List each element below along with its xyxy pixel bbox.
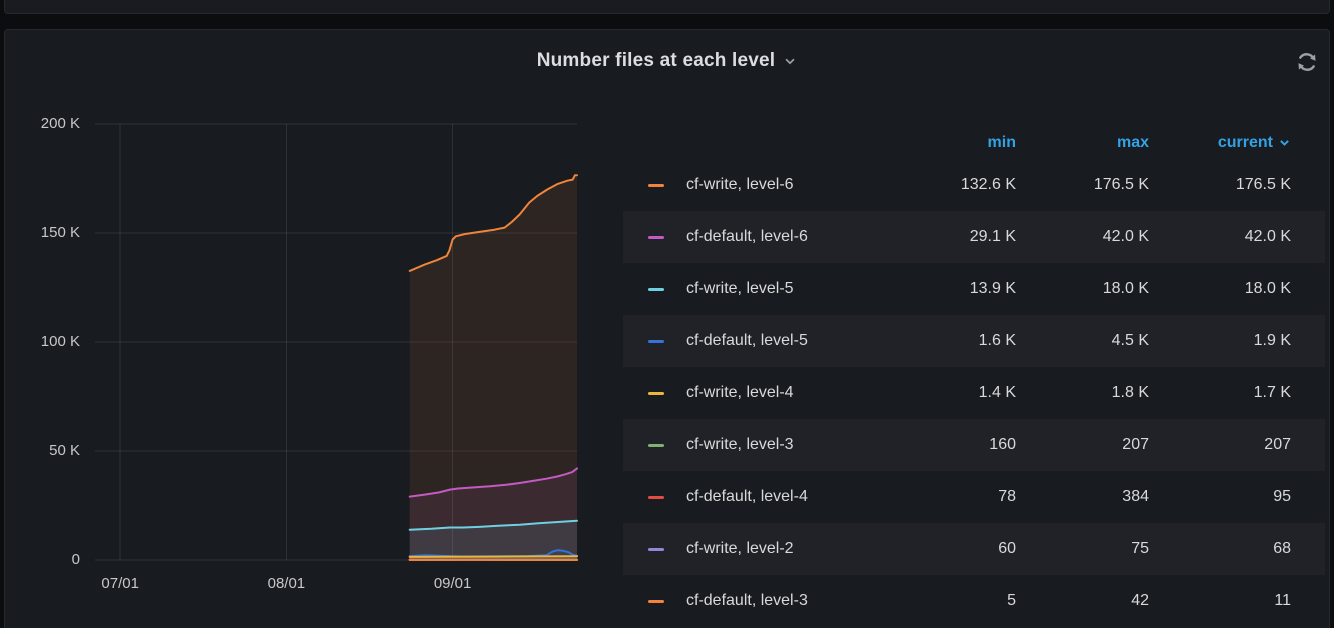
- legend-max-value: 4.5 K: [1111, 332, 1149, 349]
- legend-current-value: 207: [1264, 436, 1291, 453]
- legend-max-value: 176.5 K: [1093, 176, 1149, 193]
- legend-current-value: 95: [1273, 488, 1291, 505]
- series-line: [408, 174, 578, 272]
- legend-series-label[interactable]: cf-write, level-2: [686, 540, 886, 558]
- y-tick-label: 200 K: [40, 115, 80, 132]
- legend-row: cf-default, level-4 78 384 95: [623, 471, 1325, 523]
- legend-min-value: 5: [1007, 592, 1016, 609]
- series-color-marker: [648, 183, 664, 187]
- panel-title-chevron-down-icon: [785, 58, 795, 65]
- series-fill: [409, 468, 577, 560]
- series-color-marker: [648, 339, 664, 343]
- y-tick-label: 0: [71, 551, 80, 568]
- legend-row: cf-default, level-5 1.6 K 4.5 K 1.9 K: [623, 315, 1325, 367]
- legend-current-value: 176.5 K: [1235, 176, 1291, 193]
- legend-current-value: 18.0 K: [1244, 280, 1291, 297]
- legend-current-value: 68: [1273, 540, 1291, 557]
- legend-max-value: 42.0 K: [1102, 228, 1149, 245]
- legend-row: cf-default, level-3 5 42 11: [623, 575, 1325, 627]
- legend-max-value: 1.8 K: [1111, 384, 1149, 401]
- series-line: [408, 555, 578, 558]
- series-color-marker: [648, 287, 664, 291]
- legend-row: cf-write, level-6 132.6 K 176.5 K 176.5 K: [623, 159, 1325, 211]
- legend-current-value: 1.7 K: [1253, 384, 1291, 401]
- legend-table: min max current cf-write, level-6 132.6 K…: [623, 126, 1325, 627]
- refresh-icon: [1298, 53, 1316, 71]
- legend-min-value: 13.9 K: [969, 280, 1016, 297]
- panel-header: Number files at each level: [5, 30, 1329, 74]
- legend-min-value: 132.6 K: [960, 176, 1016, 193]
- series-color-marker: [648, 391, 664, 395]
- legend-min-value: 78: [998, 488, 1016, 505]
- series-color-marker: [648, 495, 664, 499]
- legend-series-label[interactable]: cf-default, level-3: [686, 592, 886, 610]
- legend-min-value: 1.4 K: [978, 384, 1016, 401]
- legend-series-label[interactable]: cf-write, level-3: [686, 436, 886, 454]
- legend-current-value: 42.0 K: [1244, 228, 1291, 245]
- y-tick-label: 100 K: [40, 333, 80, 350]
- time-series-chart[interactable]: 0 50 K 100 K 150 K 200 K 07/01 08/01 09/01: [5, 30, 645, 628]
- legend-series-label[interactable]: cf-default, level-5: [686, 332, 886, 350]
- legend-max-value: 75: [1131, 540, 1149, 557]
- y-tick-label: 150 K: [40, 224, 80, 241]
- series-line: [408, 467, 578, 498]
- y-tick-label: 50 K: [49, 442, 80, 459]
- legend-min-value: 60: [998, 540, 1016, 557]
- panel-number-files-at-each-level: Number files at each level 0 50 K 100 K 150…: [4, 29, 1330, 628]
- legend-header-current[interactable]: current: [1149, 134, 1291, 152]
- legend-series-label[interactable]: cf-write, level-6: [686, 176, 886, 194]
- legend-row: cf-write, level-4 1.4 K 1.8 K 1.7 K: [623, 367, 1325, 419]
- previous-panel-edge: [4, 0, 1330, 14]
- legend-current-value: 11: [1274, 592, 1291, 609]
- legend-series-label[interactable]: cf-write, level-4: [686, 384, 886, 402]
- x-tick-label: 07/01: [101, 575, 139, 592]
- panel-title: Number files at each level: [536, 50, 776, 71]
- series-line: [408, 519, 578, 531]
- series-color-marker: [648, 599, 664, 603]
- panel-title-menu[interactable]: Number files at each level: [537, 32, 798, 72]
- legend-max-value: 18.0 K: [1102, 280, 1149, 297]
- legend-current-value: 1.9 K: [1253, 332, 1291, 349]
- series-color-marker: [648, 235, 664, 239]
- legend-series-label[interactable]: cf-write, level-5: [686, 280, 886, 298]
- legend-min-value: 1.6 K: [978, 332, 1016, 349]
- legend-header: min max current: [623, 126, 1325, 159]
- legend-max-value: 42: [1131, 592, 1149, 609]
- legend-header-max[interactable]: max: [1116, 133, 1149, 151]
- series-fill: [409, 175, 577, 560]
- legend-max-value: 384: [1122, 488, 1149, 505]
- legend-row: cf-write, level-3 160 207 207: [623, 419, 1325, 471]
- series-fill: [409, 520, 577, 560]
- series-color-marker: [648, 547, 664, 551]
- legend-max-value: 207: [1122, 436, 1149, 453]
- legend-header-min[interactable]: min: [987, 133, 1016, 151]
- legend-row: cf-write, level-2 60 75 68: [623, 523, 1325, 575]
- legend-series-label[interactable]: cf-default, level-4: [686, 488, 886, 506]
- x-tick-label: 09/01: [433, 575, 472, 592]
- legend-min-value: 160: [989, 436, 1016, 453]
- legend-series-label[interactable]: cf-default, level-6: [686, 228, 886, 246]
- legend-row: cf-default, level-6 29.1 K 42.0 K 42.0 K: [623, 211, 1325, 263]
- refresh-button[interactable]: [1291, 46, 1323, 78]
- legend-min-value: 29.1 K: [969, 228, 1016, 245]
- chart-canvas: [95, 123, 578, 561]
- x-tick-label: 08/01: [267, 575, 306, 592]
- series-color-marker: [648, 443, 664, 447]
- legend-row: cf-write, level-5 13.9 K 18.0 K 18.0 K: [623, 263, 1325, 315]
- sort-chevron-down-icon: [1280, 140, 1289, 146]
